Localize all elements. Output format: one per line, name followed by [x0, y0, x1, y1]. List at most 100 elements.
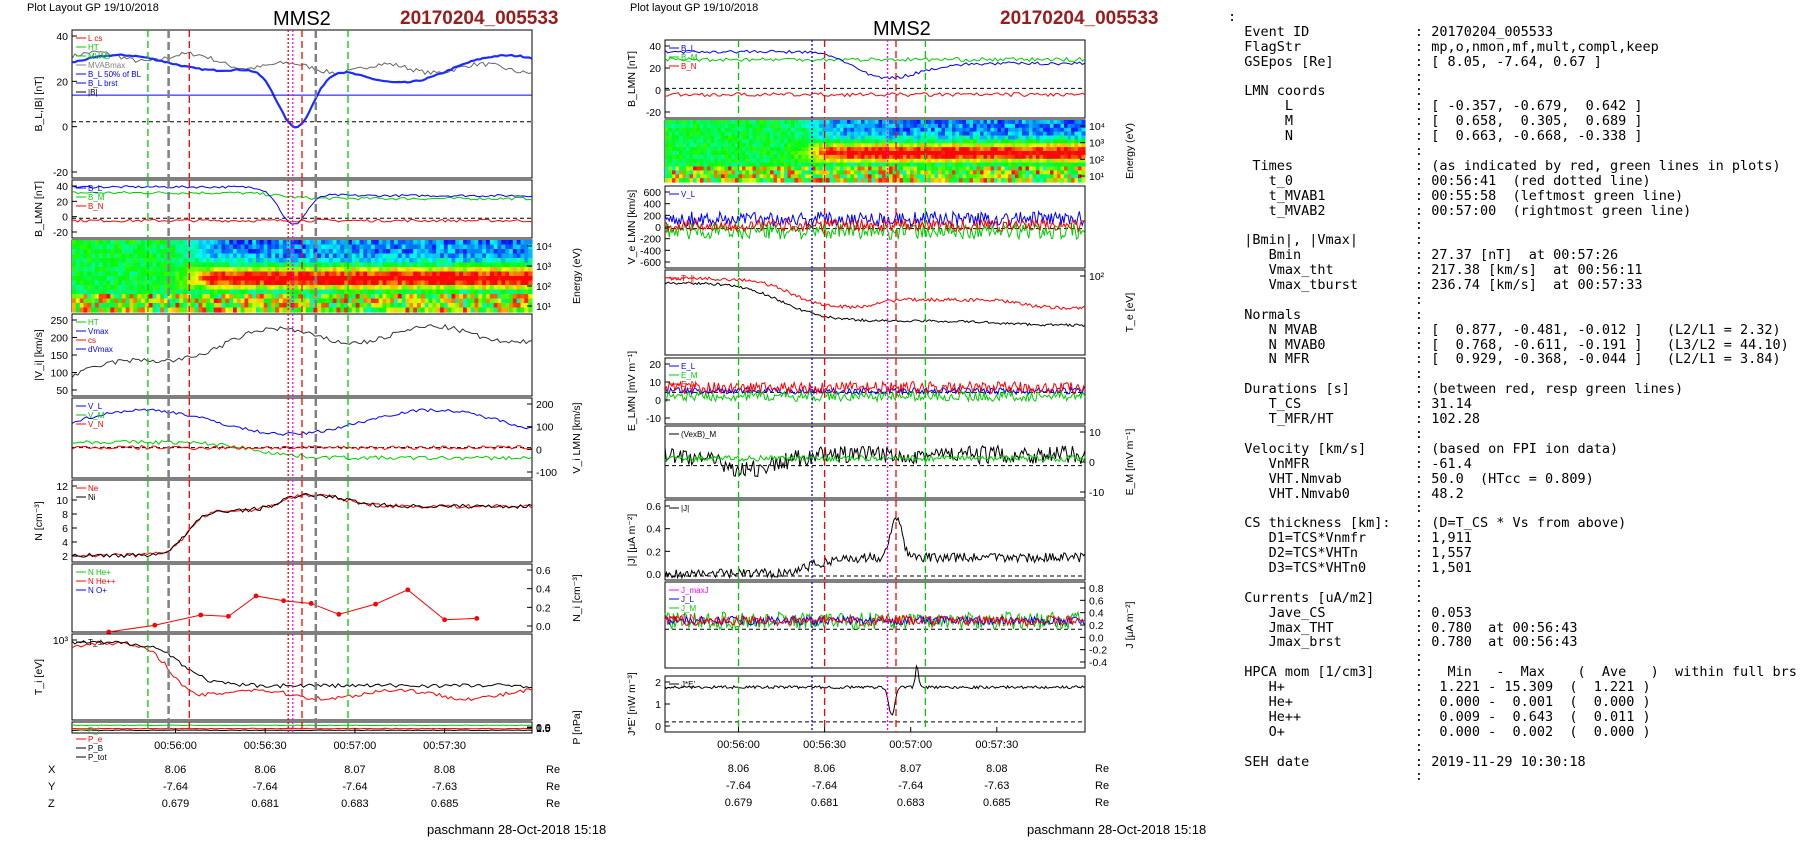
spectrogram-cell: [206, 244, 211, 250]
spectrogram-cell: [290, 307, 295, 313]
spectrogram-cell: [665, 143, 670, 148]
spectrogram-cell: [752, 154, 757, 160]
spectrogram-cell: [248, 258, 253, 264]
spectrogram-cell: [83, 262, 88, 268]
spectrogram-cell: [931, 147, 936, 152]
spectrogram-cell: [980, 178, 985, 183]
spectrogram-cell: [482, 271, 487, 277]
spectrogram-cell: [665, 166, 670, 171]
spectrogram-cell: [244, 276, 249, 282]
spectrogram-cell: [206, 240, 211, 246]
spectrogram-cell: [509, 289, 514, 295]
spectrogram-cell: [983, 127, 988, 133]
spectrogram-cell: [267, 285, 272, 291]
spectrogram-cell: [282, 280, 288, 286]
spectrogram-cell: [91, 280, 96, 286]
spectrogram-cell: [1018, 166, 1023, 171]
spectrogram-cell: [966, 139, 971, 144]
spectrogram-cell: [1057, 143, 1062, 148]
spectrogram-cell: [102, 289, 108, 295]
spectrogram-cell: [962, 120, 967, 125]
spectrogram-cell: [689, 174, 694, 179]
spectrogram-cell: [420, 298, 426, 304]
spectrogram-cell: [83, 240, 88, 246]
spectrogram-cell: [871, 170, 876, 175]
x-tick-label: 00:57:30: [975, 739, 1018, 751]
spectrogram-cell: [1029, 151, 1034, 156]
spectrogram-cell: [493, 276, 499, 282]
spectrogram-cell: [959, 174, 964, 179]
spectrogram-cell: [787, 135, 792, 140]
spectrogram-cell: [805, 147, 810, 152]
spectrogram-cell: [808, 174, 813, 179]
spectrogram-cell: [409, 262, 414, 268]
spectrogram-cell: [892, 143, 897, 148]
spectrogram-cell: [512, 253, 518, 259]
spectrogram-cell: [489, 249, 495, 255]
spectrogram-cell: [906, 127, 911, 133]
spectrogram-cell: [917, 143, 922, 148]
spectrogram-cell: [871, 120, 876, 125]
spectrogram-cell: [83, 253, 88, 259]
spectrogram-cell: [973, 143, 978, 148]
spectrogram-cell: [1032, 178, 1037, 183]
spectrogram-cell: [317, 280, 322, 286]
spectrogram-cell: [121, 303, 127, 309]
spectrogram-cell: [1011, 178, 1016, 183]
spectrogram-cell: [175, 271, 180, 277]
spectrogram-cell: [236, 298, 242, 304]
spectrogram-cell: [118, 244, 123, 250]
spectrogram-cell: [325, 253, 330, 259]
spectrogram-cell: [1074, 174, 1079, 179]
spectrogram-cell: [348, 303, 353, 309]
spectrogram-cell: [689, 143, 694, 148]
spectrogram-cell: [167, 285, 173, 291]
spectrogram-cell: [125, 258, 131, 264]
spectrogram-cell: [325, 244, 330, 250]
tick-label: 0.2: [646, 546, 661, 558]
spectrogram-cell: [945, 127, 950, 133]
spectrogram-cell: [394, 262, 399, 268]
spectrogram-cell: [516, 280, 522, 286]
spectrogram-cell: [110, 307, 115, 313]
spectrogram-cell: [819, 139, 824, 144]
spectrogram-cell: [171, 240, 177, 246]
spectrogram-cell: [443, 307, 449, 313]
spectrogram-cell: [340, 294, 345, 300]
spectrogram-cell: [102, 285, 108, 291]
spectrogram-cell: [934, 147, 939, 152]
spectrogram-cell: [374, 249, 380, 255]
spectrogram-cell: [424, 285, 430, 291]
summary-line: Jave_CS : 0.053: [1228, 604, 1472, 621]
spectrogram-cell: [885, 120, 890, 125]
spectrogram-cell: [693, 135, 698, 140]
spectrogram-cell: [1025, 170, 1030, 175]
spectrogram-cell: [766, 154, 771, 160]
spectrogram-cell: [175, 280, 180, 286]
spectrogram-cell: [87, 285, 92, 291]
tick-label: 40: [56, 31, 68, 43]
spectrogram-cell: [1032, 151, 1037, 156]
spectrogram-cell: [509, 267, 514, 273]
spectrogram-cell: [102, 267, 108, 273]
spectrogram-cell: [298, 267, 303, 273]
spectrogram-cell: [424, 303, 430, 309]
spectrogram-cell: [221, 240, 226, 246]
spectrogram-cell: [745, 154, 750, 160]
spectrogram-cell: [217, 294, 223, 300]
spectrogram-cell: [962, 151, 967, 156]
spectrogram-cell: [95, 285, 100, 291]
spectrogram-cell: [405, 262, 410, 268]
spectrogram-cell: [428, 244, 433, 250]
spectrogram-cell: [843, 178, 848, 183]
spectrogram-cell: [1008, 123, 1013, 129]
spectrogram-cell: [812, 120, 817, 125]
spectrogram-cell: [401, 271, 407, 277]
spectrogram-cell: [290, 240, 295, 246]
spectrogram-cell: [1050, 158, 1055, 164]
spectrogram-cell: [1053, 127, 1058, 133]
spectrogram-cell: [486, 271, 491, 277]
spectrogram-cell: [724, 135, 729, 140]
spectrogram-cell: [309, 294, 315, 300]
spectrogram-cell: [1050, 162, 1055, 168]
